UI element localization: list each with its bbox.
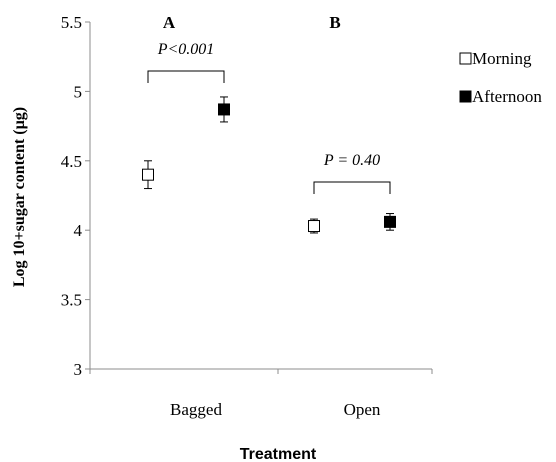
panel-label: B [329,13,340,32]
legend: Morning Afternoon [459,49,542,106]
x-category-label: Bagged [170,400,222,419]
x-category-labels: Bagged Open [89,369,433,419]
y-tick-label: 3 [74,360,83,379]
data-point-morning [142,168,154,181]
p-value-label: P<0.001 [157,41,215,58]
y-tick-label: 3.5 [61,291,82,310]
legend-marker-afternoon [459,90,472,103]
y-axis-title: Log 10+sugar content (µg) [11,107,28,287]
y-tick-label: 4 [74,221,83,240]
y-tick-label: 4.5 [61,152,82,171]
significance-brackets: P<0.001 P = 0.40 [147,41,391,194]
y-tick-label: 5.5 [61,13,82,32]
y-tick-label: 5 [74,82,83,101]
p-value-label: P = 0.40 [323,152,380,169]
significance-bracket [147,70,225,83]
significance-bracket [313,181,391,194]
x-axis-title: Treatment [240,446,317,462]
data-point-morning [308,220,320,233]
legend-label-afternoon: Afternoon [472,87,542,106]
y-ticks: 3 3.5 4 4.5 5 5.5 [61,13,90,379]
legend-label-morning: Morning [472,49,532,68]
data-markers [142,96,396,234]
data-point-afternoon [218,103,230,116]
data-point-afternoon [384,215,396,228]
x-category-label: Open [344,400,381,419]
legend-marker-morning [459,52,472,65]
panel-label: A [163,13,176,32]
